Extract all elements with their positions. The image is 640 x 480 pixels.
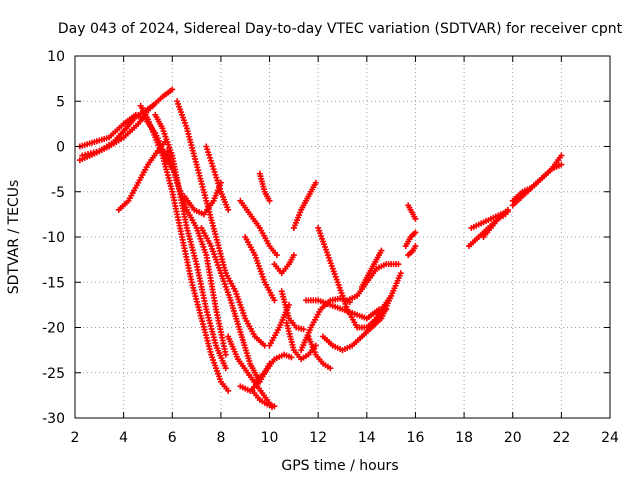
data-point bbox=[290, 252, 297, 259]
data-point bbox=[378, 247, 385, 254]
data-point bbox=[397, 270, 404, 277]
data-point bbox=[214, 177, 221, 184]
data-point bbox=[312, 342, 319, 349]
data-point bbox=[216, 183, 223, 190]
data-point bbox=[502, 211, 509, 218]
x-axis-label: GPS time / hours bbox=[281, 458, 398, 474]
data-point bbox=[271, 403, 278, 410]
series-arc-9 bbox=[181, 179, 224, 218]
series-arc-13 bbox=[237, 197, 280, 259]
chart-title: Day 043 of 2024, Sidereal Day-to-day VTE… bbox=[58, 21, 623, 37]
data-point bbox=[288, 354, 295, 361]
series-arc-34 bbox=[402, 229, 419, 250]
data-point bbox=[558, 161, 565, 168]
data-point bbox=[215, 180, 222, 187]
series-arc-12 bbox=[222, 270, 268, 349]
x-tick-label: 4 bbox=[119, 430, 128, 446]
y-tick-label: 0 bbox=[56, 140, 65, 156]
y-axis-label: SDTVAR / TECUs bbox=[6, 180, 22, 295]
data-point bbox=[211, 168, 218, 175]
y-tick-label: -30 bbox=[42, 411, 65, 427]
data-point bbox=[273, 252, 280, 259]
data-point bbox=[412, 229, 419, 236]
series-arc-33 bbox=[405, 202, 419, 222]
x-tick-label: 24 bbox=[601, 430, 619, 446]
y-tick-label: -20 bbox=[42, 321, 65, 337]
x-tick-label: 6 bbox=[168, 430, 177, 446]
data-point bbox=[327, 365, 334, 372]
data-point bbox=[205, 149, 212, 156]
series-arc-4 bbox=[115, 138, 168, 213]
axis-ticks: 2 4 6 8 10 12 14 16 18 20 22 24-30-25-20-15-10-5051… bbox=[42, 49, 619, 446]
data-point bbox=[300, 326, 307, 333]
data-marks bbox=[76, 86, 565, 411]
series-arc-23 bbox=[283, 319, 319, 363]
series-arc-35 bbox=[405, 243, 419, 259]
data-point bbox=[206, 151, 213, 158]
y-tick-label: -15 bbox=[42, 275, 65, 291]
data-point bbox=[208, 160, 215, 167]
y-tick-label: -5 bbox=[51, 185, 65, 201]
data-point bbox=[169, 86, 176, 93]
data-point bbox=[216, 185, 223, 192]
y-tick-label: 5 bbox=[56, 94, 65, 110]
series-arc-10 bbox=[203, 143, 232, 213]
series-arc-32 bbox=[368, 270, 404, 331]
data-point bbox=[209, 163, 216, 170]
series-arc-5 bbox=[137, 102, 232, 394]
grid bbox=[75, 56, 610, 418]
data-point bbox=[222, 351, 229, 358]
data-point bbox=[210, 166, 217, 173]
data-point bbox=[558, 152, 565, 159]
series-arc-11 bbox=[198, 224, 261, 381]
series-arc-19 bbox=[251, 351, 295, 385]
series-arc-7 bbox=[164, 148, 229, 358]
series-arc-25 bbox=[305, 333, 334, 372]
data-point bbox=[149, 102, 156, 109]
x-tick-label: 22 bbox=[552, 430, 570, 446]
data-point bbox=[412, 215, 419, 222]
x-tick-label: 12 bbox=[309, 430, 327, 446]
x-tick-label: 16 bbox=[407, 430, 425, 446]
x-tick-label: 2 bbox=[71, 430, 80, 446]
data-point bbox=[207, 157, 214, 164]
data-point bbox=[213, 174, 220, 181]
data-point bbox=[206, 154, 213, 161]
series-arc-15 bbox=[256, 170, 273, 204]
series-arc-28 bbox=[303, 297, 382, 322]
data-point bbox=[412, 243, 419, 250]
data-point bbox=[312, 179, 319, 186]
data-point bbox=[266, 197, 273, 204]
series-arc-14 bbox=[242, 234, 278, 304]
data-point bbox=[212, 171, 219, 178]
series-arc-40 bbox=[509, 161, 565, 204]
y-tick-label: 10 bbox=[47, 49, 65, 65]
data-point bbox=[225, 206, 232, 213]
x-tick-label: 20 bbox=[504, 430, 522, 446]
data-point bbox=[395, 261, 402, 268]
data-point bbox=[271, 297, 278, 304]
y-tick-label: -10 bbox=[42, 230, 65, 246]
data-point bbox=[203, 143, 210, 150]
data-point bbox=[225, 387, 232, 394]
y-tick-label: -25 bbox=[42, 366, 65, 382]
x-tick-label: 14 bbox=[358, 430, 376, 446]
x-tick-label: 8 bbox=[216, 430, 225, 446]
data-point bbox=[204, 146, 211, 153]
x-tick-label: 10 bbox=[261, 430, 279, 446]
series-arc-22 bbox=[278, 288, 307, 333]
series-arc-31 bbox=[358, 247, 385, 290]
series-arc-24 bbox=[290, 179, 319, 231]
data-point bbox=[222, 365, 229, 372]
series-arc-21 bbox=[271, 252, 297, 277]
series-arc-38 bbox=[480, 211, 509, 240]
series-arc-6 bbox=[152, 111, 229, 372]
series-arc-18 bbox=[249, 387, 278, 410]
x-tick-label: 18 bbox=[455, 430, 473, 446]
